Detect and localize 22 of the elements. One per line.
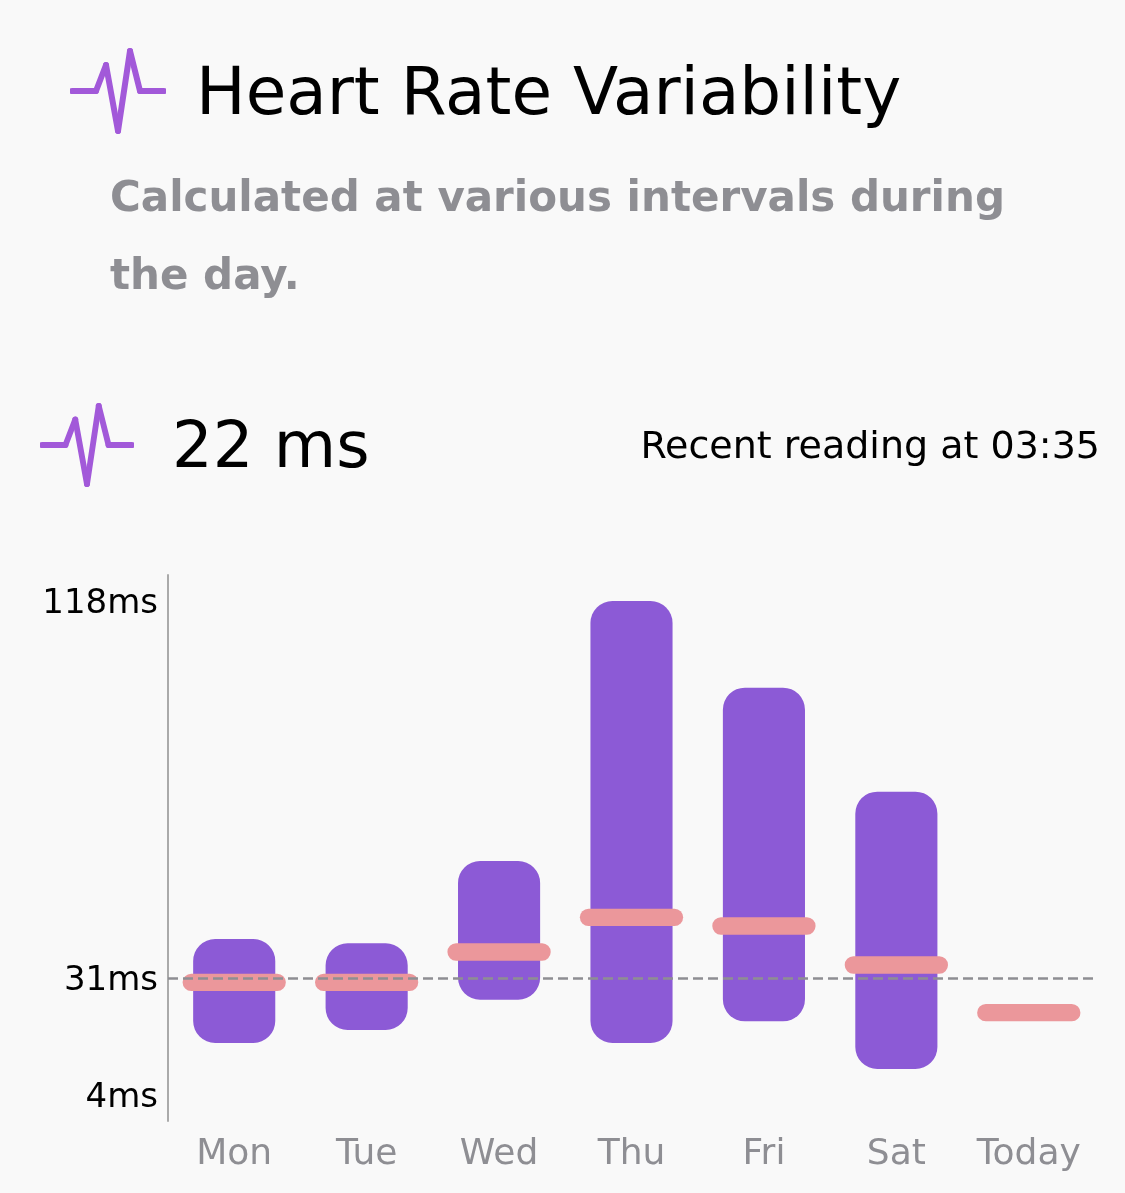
x-tick-label: Fri [742, 1130, 786, 1172]
x-tick-label: Today [975, 1130, 1081, 1172]
text: Recent reading at 03:35 [640, 423, 1100, 467]
x-tick-label: Mon [196, 1130, 273, 1172]
bar [855, 791, 938, 1069]
y-tick-label: 31ms [63, 958, 158, 998]
bar [844, 956, 948, 974]
bar [579, 908, 684, 926]
text: 22 ms [172, 408, 370, 482]
x-tick-label: Tue [334, 1130, 398, 1172]
y-tick-label: 4ms [85, 1075, 158, 1115]
bar [447, 943, 551, 961]
bar [590, 601, 673, 1043]
chart-subtitle: Calculated at various intervals during the day. [110, 171, 1006, 301]
x-tick-label: Sat [866, 1130, 926, 1172]
y-tick-label: 118ms [42, 581, 158, 621]
bar [712, 917, 816, 935]
x-tick-label: Thu [596, 1130, 666, 1172]
bar [977, 1004, 1081, 1022]
chart-title: Heart Rate Variability [196, 52, 902, 130]
bar [722, 687, 805, 1022]
x-tick-label: Wed [459, 1130, 539, 1172]
